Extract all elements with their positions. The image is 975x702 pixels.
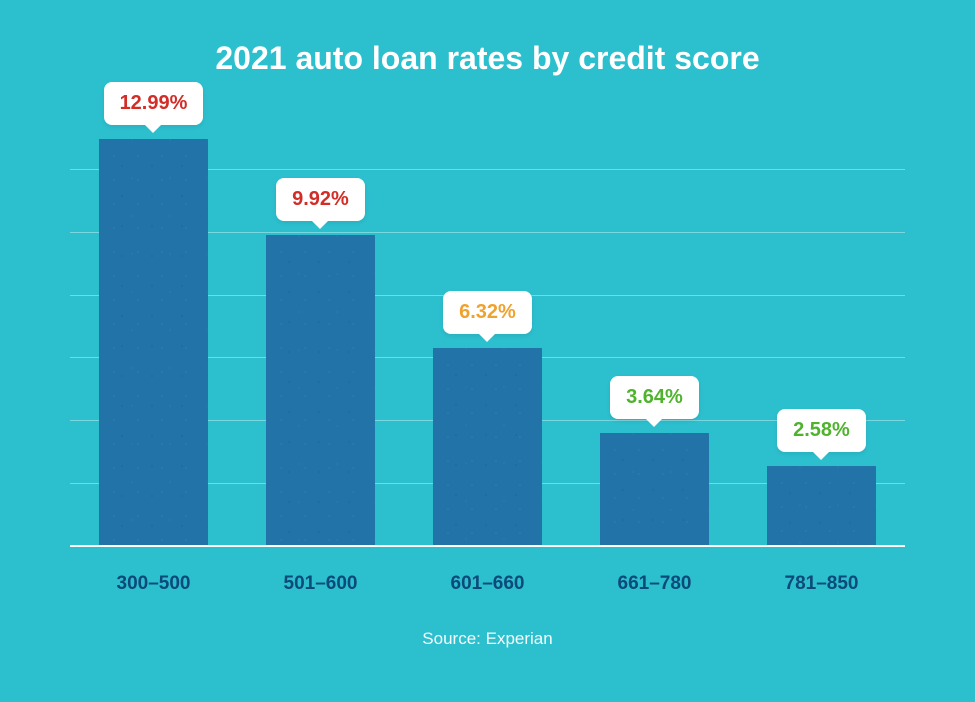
plot-area: 12.99% 9.92% 6.32% 3.64% 2.58% — [70, 107, 905, 547]
source-text: Source: Experian — [70, 629, 905, 649]
x-axis-label: 661–780 — [579, 573, 729, 595]
bar — [99, 139, 207, 547]
value-bubble: 6.32% — [443, 291, 532, 334]
bar — [767, 466, 875, 547]
x-axis-label: 601–660 — [412, 573, 562, 595]
baseline — [70, 545, 905, 547]
x-axis-label: 501–600 — [245, 573, 395, 595]
bar — [433, 348, 541, 547]
bar — [600, 433, 708, 547]
value-bubble: 9.92% — [276, 178, 365, 221]
value-bubble: 2.58% — [777, 409, 866, 452]
value-bubble: 3.64% — [610, 376, 699, 419]
bar-group: 2.58% — [746, 107, 896, 547]
value-bubble: 12.99% — [104, 82, 204, 125]
x-axis-label: 300–500 — [78, 573, 228, 595]
bar-group: 12.99% — [78, 107, 228, 547]
bar-group: 6.32% — [412, 107, 562, 547]
bar-group: 3.64% — [579, 107, 729, 547]
bar-group: 9.92% — [245, 107, 395, 547]
chart-container: 2021 auto loan rates by credit score 12.… — [0, 0, 975, 702]
x-axis-labels: 300–500 501–600 601–660 661–780 781–850 — [70, 573, 905, 595]
bar — [266, 235, 374, 547]
chart-title: 2021 auto loan rates by credit score — [70, 40, 905, 77]
bars-row: 12.99% 9.92% 6.32% 3.64% 2.58% — [70, 107, 905, 547]
x-axis-label: 781–850 — [746, 573, 896, 595]
